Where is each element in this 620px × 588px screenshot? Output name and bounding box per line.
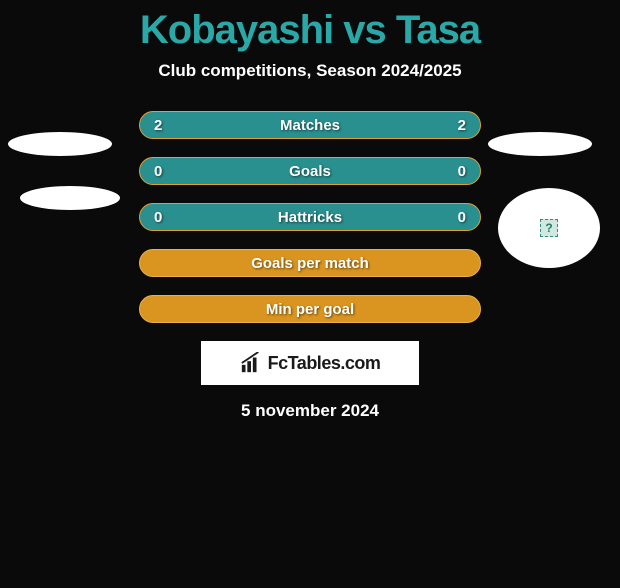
source-logo[interactable]: FcTables.com — [201, 341, 419, 385]
subtitle: Club competitions, Season 2024/2025 — [0, 61, 620, 81]
stat-row: Goals per match — [139, 249, 481, 277]
stat-right-value: 0 — [458, 209, 466, 226]
player-avatar-right: ? — [498, 188, 600, 268]
bar-chart-icon — [240, 352, 262, 374]
stat-left-value: 0 — [154, 209, 162, 226]
stat-row: 2Matches2 — [139, 111, 481, 139]
stat-label: Goals per match — [140, 255, 480, 272]
stat-label: Hattricks — [140, 209, 480, 226]
stat-row: Min per goal — [139, 295, 481, 323]
snapshot-date: 5 november 2024 — [0, 401, 620, 421]
decorative-ellipse — [488, 132, 592, 156]
logo-text: FcTables.com — [268, 353, 381, 374]
stat-right-value: 0 — [458, 163, 466, 180]
stat-left-value: 2 — [154, 117, 162, 134]
page-title: Kobayashi vs Tasa — [0, 8, 620, 53]
decorative-ellipse — [8, 132, 112, 156]
stats-table: 2Matches20Goals00Hattricks0Goals per mat… — [139, 111, 481, 323]
stat-right-value: 2 — [458, 117, 466, 134]
stat-label: Matches — [140, 117, 480, 134]
stat-row: 0Hattricks0 — [139, 203, 481, 231]
missing-image-icon: ? — [540, 219, 558, 237]
stat-row: 0Goals0 — [139, 157, 481, 185]
stat-left-value: 0 — [154, 163, 162, 180]
stat-label: Goals — [140, 163, 480, 180]
stat-label: Min per goal — [140, 301, 480, 318]
decorative-ellipse — [20, 186, 120, 210]
